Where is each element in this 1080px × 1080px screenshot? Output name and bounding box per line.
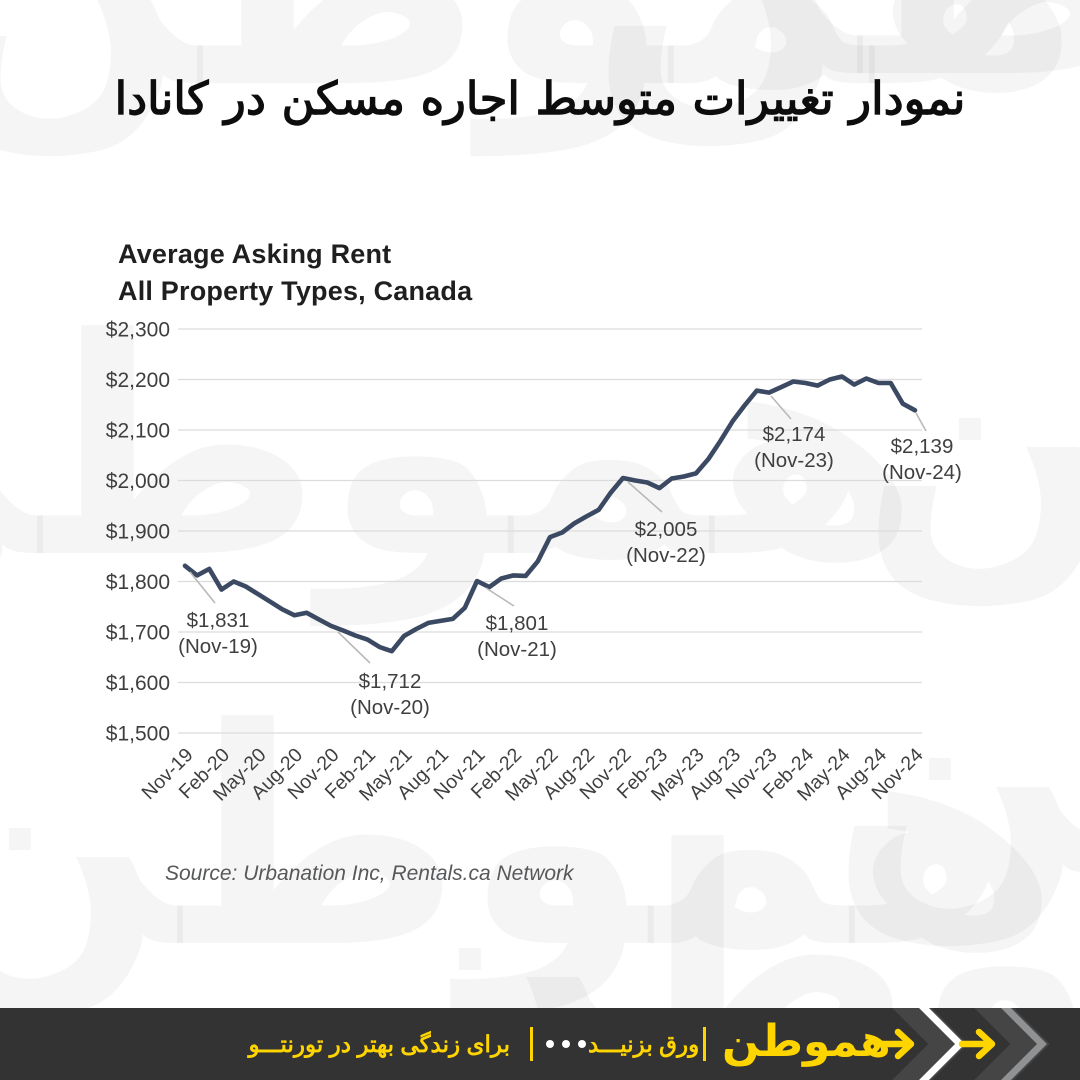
double-chevron-right-icon bbox=[877, 1008, 1050, 1080]
annotation-label: $1,831 bbox=[187, 609, 250, 632]
y-axis-label: $1,900 bbox=[106, 521, 170, 544]
annotation-leader-line bbox=[627, 481, 663, 513]
annotation-label: (Nov-21) bbox=[477, 638, 557, 661]
chevron-fill bbox=[974, 1008, 1050, 1080]
page-title: نمودار تغییرات متوسط اجاره مسکن در کاناد… bbox=[114, 72, 966, 125]
y-axis-label: $2,000 bbox=[106, 470, 170, 493]
chart-title: Average Asking Rent All Property Types, … bbox=[118, 236, 472, 310]
annotation-leader-line bbox=[337, 631, 371, 664]
annotation-label: $2,005 bbox=[635, 518, 698, 541]
source-note: Source: Urbanation Inc, Rentals.ca Netwo… bbox=[165, 862, 574, 885]
right-arrow-icon bbox=[877, 1028, 996, 1060]
annotation-label: (Nov-23) bbox=[754, 449, 834, 472]
chart-title-line2: All Property Types, Canada bbox=[118, 276, 473, 306]
chevron-fill bbox=[892, 1008, 968, 1080]
y-axis-label: $1,600 bbox=[106, 672, 170, 695]
annotation-leader-line bbox=[485, 587, 515, 607]
y-axis-label: $1,700 bbox=[106, 622, 170, 645]
annotation-label: $2,174 bbox=[763, 423, 826, 446]
separator-bar bbox=[530, 1027, 533, 1061]
chart-title-line1: Average Asking Rent bbox=[118, 239, 392, 269]
y-axis-label: $1,800 bbox=[106, 571, 170, 594]
y-axis-label: $2,300 bbox=[106, 319, 170, 342]
separator-bar bbox=[703, 1027, 706, 1061]
y-axis-label: $2,100 bbox=[106, 420, 170, 443]
footer-bar: برای زندگی بهتر در تورنتـــو ورق بزنیـــ… bbox=[0, 1008, 1080, 1080]
annotation-label: (Nov-19) bbox=[178, 635, 258, 658]
swipe-label: ورق بزنیـــد bbox=[588, 1031, 700, 1057]
annotation-label: $1,801 bbox=[486, 612, 549, 635]
annotation-label: $2,139 bbox=[891, 435, 954, 458]
y-axis-label: $1,500 bbox=[106, 723, 170, 746]
rent-line bbox=[182, 374, 918, 654]
brand-tagline: برای زندگی بهتر در تورنتـــو bbox=[248, 1031, 510, 1057]
y-axis-label: $2,200 bbox=[106, 369, 170, 392]
annotation-leader-line bbox=[915, 412, 927, 432]
brand-logo: هموطن bbox=[722, 1016, 891, 1067]
annotation-leader-line bbox=[770, 395, 792, 420]
annotation-label: (Nov-24) bbox=[882, 461, 962, 484]
rent-line-chart: $1,500 $1,600 $1,700 $1,800 $1,900 $2,000 $2,1… bbox=[106, 319, 962, 806]
chevron-outline-gray bbox=[1001, 1008, 1047, 1080]
pagination-dots-icon bbox=[546, 1040, 586, 1048]
annotation-label: (Nov-20) bbox=[350, 696, 430, 719]
annotation-label: $1,712 bbox=[359, 670, 422, 693]
annotation-label: (Nov-22) bbox=[626, 544, 706, 567]
annotation-leader-line bbox=[189, 571, 216, 604]
